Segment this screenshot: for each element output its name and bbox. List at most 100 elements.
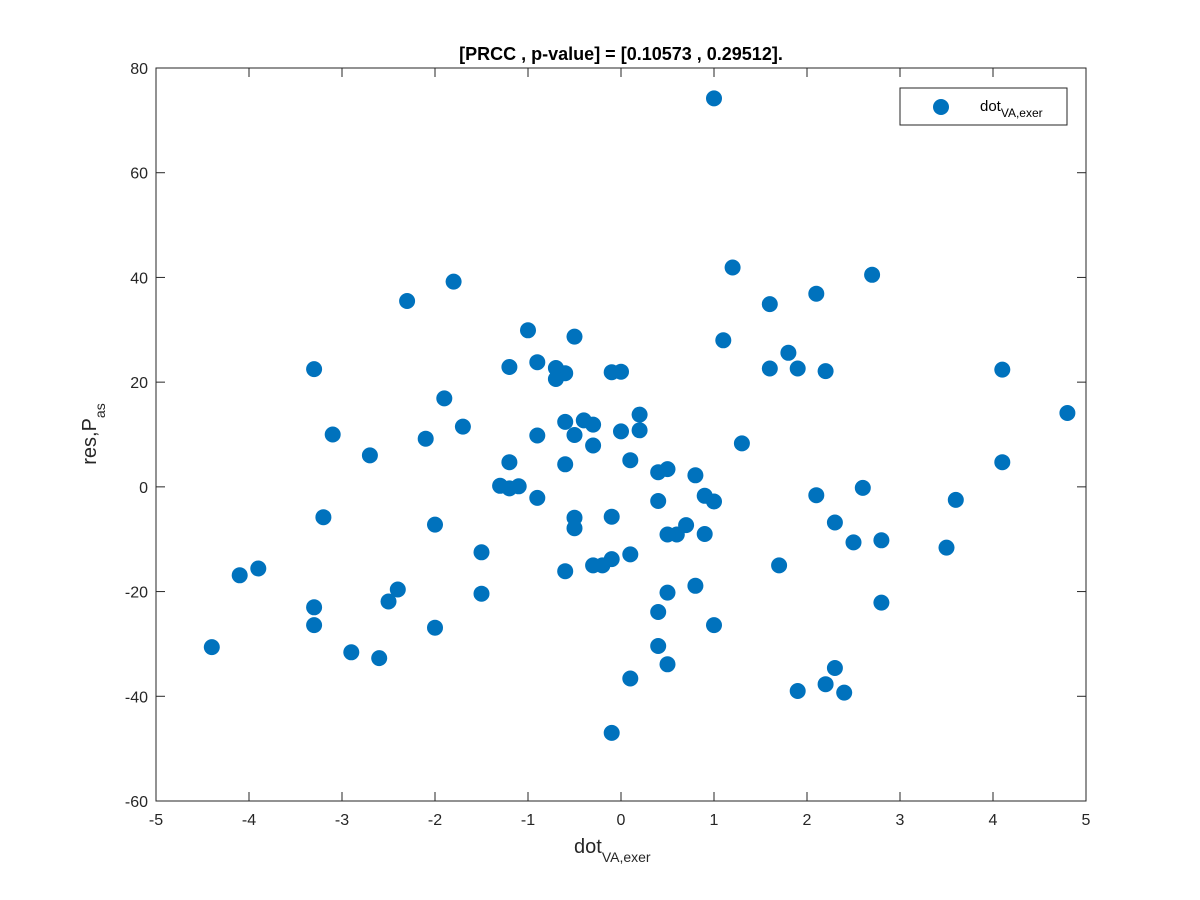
data-point [706, 617, 722, 634]
data-point [557, 413, 574, 430]
legend-box [899, 87, 1068, 126]
data-point [938, 539, 955, 556]
data-point [873, 532, 890, 549]
x-tick-label: 2 [803, 812, 812, 829]
y-tick-label: 60 [130, 166, 148, 183]
data-point [203, 639, 220, 656]
data-point [566, 520, 583, 537]
data-point [231, 567, 248, 584]
y-axis-label: res,Pas [79, 403, 108, 464]
legend-entry-subscript: VA,exer [1001, 106, 1043, 120]
x-axis-label: dotVA,exer [574, 836, 651, 865]
data-point [315, 509, 332, 526]
data-point [324, 426, 341, 443]
y-tick-label: -40 [125, 689, 148, 706]
data-point [650, 638, 667, 654]
x-axis-label-subscript: VA,exer [602, 849, 651, 865]
y-tick-label: 20 [130, 375, 148, 392]
data-point [520, 322, 536, 339]
data-point [445, 273, 462, 290]
data-point [789, 683, 806, 699]
data-point [454, 418, 471, 435]
data-points [203, 90, 1076, 741]
data-point [687, 467, 704, 484]
data-point [343, 644, 360, 661]
x-tick-label: -4 [242, 812, 256, 829]
data-point [994, 361, 1011, 378]
data-point [436, 390, 453, 407]
x-axis-ticks: -5 -4 -3 -2 -1 0 1 2 3 4 5 [149, 68, 1091, 829]
x-tick-label: 5 [1082, 812, 1091, 829]
data-point [687, 577, 704, 594]
data-point [473, 585, 490, 602]
legend-entry-base: dot [980, 98, 1002, 115]
data-point [650, 464, 667, 481]
data-point [613, 423, 629, 440]
data-point [808, 487, 825, 504]
y-axis-label-base: res,P [79, 418, 101, 465]
x-tick-label: -3 [335, 812, 349, 829]
data-point [650, 493, 667, 509]
data-point [696, 526, 713, 542]
data-point [622, 546, 639, 563]
data-point [473, 544, 490, 561]
data-point [817, 363, 834, 380]
data-point [706, 90, 722, 107]
data-point [947, 491, 964, 508]
data-point [836, 684, 853, 701]
data-point [603, 724, 620, 741]
data-point [501, 480, 518, 497]
y-tick-label: 40 [130, 270, 148, 287]
data-point [501, 359, 518, 375]
data-point [603, 508, 620, 525]
data-point [399, 293, 416, 309]
data-point [306, 617, 323, 634]
data-point [529, 427, 546, 444]
data-point [659, 656, 676, 673]
data-point [622, 452, 639, 469]
data-point [715, 332, 732, 349]
data-point [585, 437, 602, 454]
data-point [603, 364, 620, 381]
y-tick-label: 0 [139, 480, 148, 497]
y-tick-label: -60 [125, 794, 148, 811]
data-point [761, 296, 778, 313]
data-point [659, 526, 676, 543]
data-point [389, 581, 406, 598]
data-point [566, 328, 583, 345]
x-axis-label-base: dot [574, 836, 602, 858]
data-point [417, 430, 434, 447]
data-point [761, 360, 778, 377]
data-point [380, 593, 397, 610]
data-point [575, 412, 592, 429]
data-point [566, 427, 583, 443]
data-point [427, 516, 443, 533]
data-point [547, 371, 564, 387]
y-tick-label: 80 [130, 61, 148, 78]
data-point [826, 660, 843, 676]
data-point [780, 344, 797, 361]
data-point [845, 534, 862, 551]
data-point [789, 360, 806, 377]
chart-title: [PRCC , p-value] = [0.10573 , 0.29512]. [459, 44, 783, 64]
data-point [650, 604, 667, 620]
legend-entry-label: dotVA,exer [980, 98, 1043, 120]
x-tick-label: -5 [149, 812, 163, 829]
data-point [808, 285, 825, 302]
x-tick-label: 4 [989, 812, 998, 829]
data-point [771, 557, 788, 574]
data-point [585, 557, 602, 574]
data-point [864, 266, 881, 283]
data-point [854, 479, 871, 496]
data-point [427, 619, 443, 636]
data-point [371, 650, 388, 667]
data-point [873, 594, 890, 611]
x-tick-label: 3 [896, 812, 905, 829]
data-point [994, 454, 1011, 471]
x-tick-label: 1 [710, 812, 719, 829]
data-point [306, 361, 323, 378]
data-point [724, 259, 741, 276]
data-point [529, 489, 546, 506]
legend-marker [933, 99, 949, 115]
